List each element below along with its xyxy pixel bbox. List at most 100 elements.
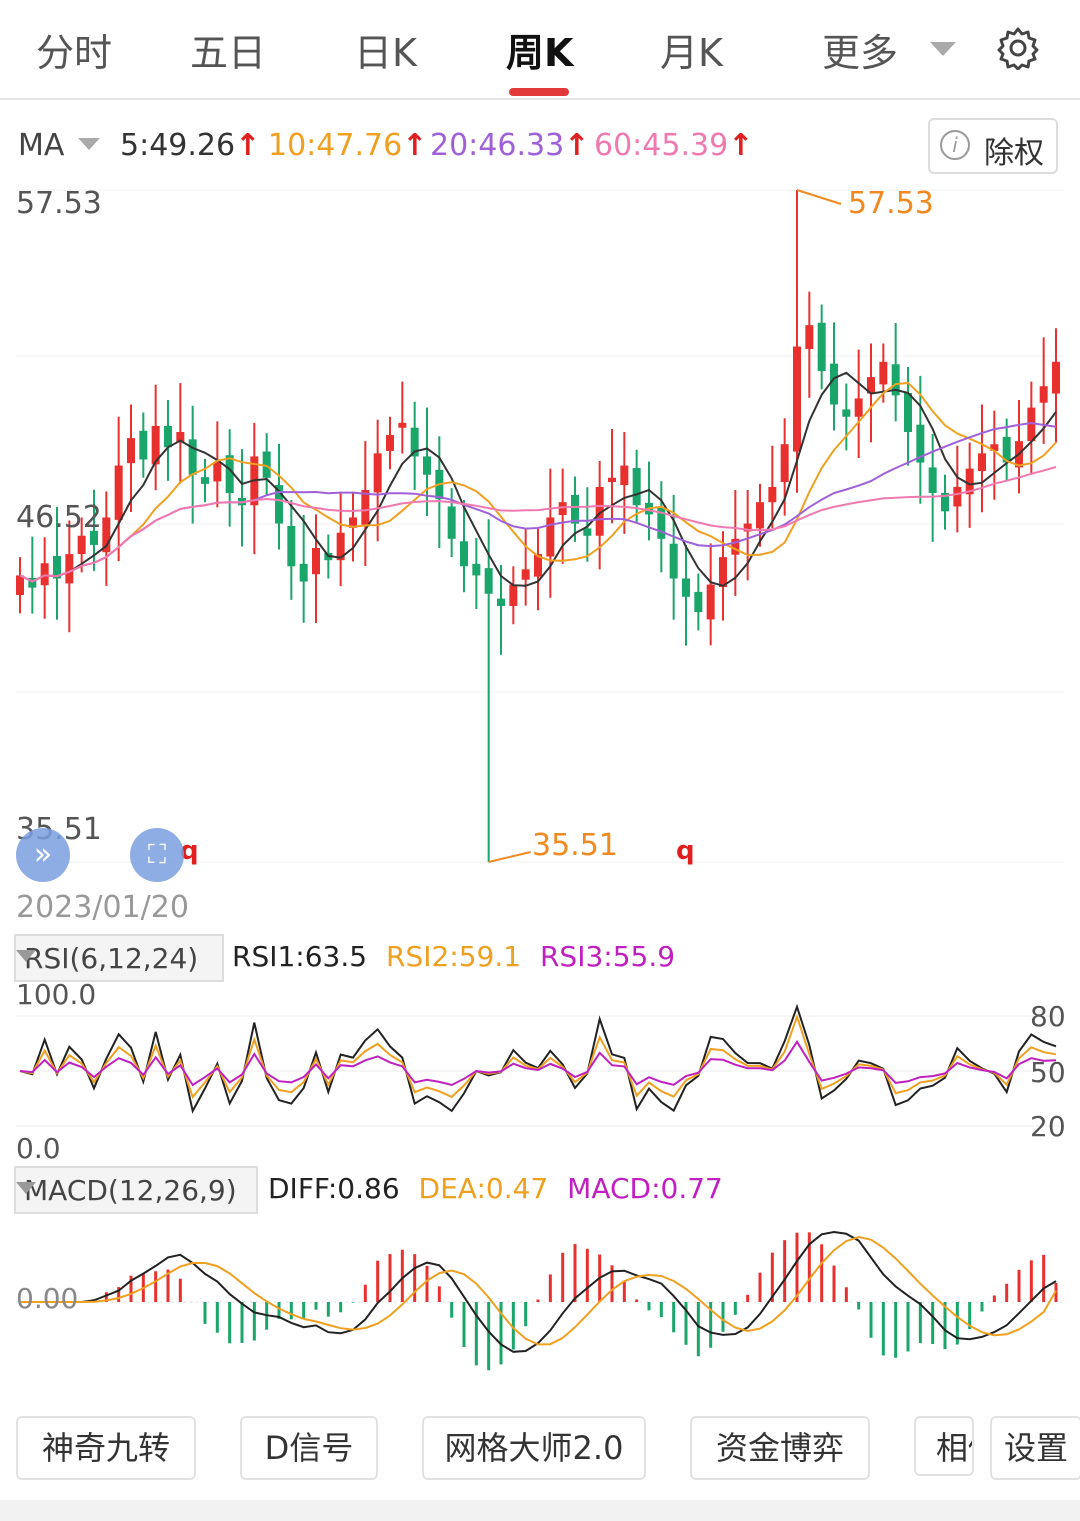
candle xyxy=(28,577,37,588)
magic-nine-button[interactable]: 神奇九转 xyxy=(16,1416,196,1480)
rsi-level-80: 80 xyxy=(1030,1000,1066,1033)
rsi3-value: RSI3:55.9 xyxy=(539,940,676,973)
candle xyxy=(891,364,900,396)
candle xyxy=(941,493,949,512)
tab-weekly-k[interactable]: 周K xyxy=(506,31,574,75)
candle xyxy=(620,465,629,486)
candle xyxy=(90,530,98,545)
candle xyxy=(571,494,579,524)
tab-five-day[interactable]: 五日 xyxy=(190,31,267,75)
candle xyxy=(349,517,357,528)
dea-line xyxy=(20,1235,1057,1346)
candle xyxy=(102,517,111,553)
candle xyxy=(484,568,493,594)
chevron-down-icon xyxy=(16,1182,36,1194)
gear-icon[interactable] xyxy=(996,26,1040,70)
similar-k-button[interactable]: 相似K线 xyxy=(914,1416,974,1476)
candle xyxy=(262,451,271,478)
candle xyxy=(1002,436,1011,463)
macd-zero-label: 0.00 xyxy=(16,1282,79,1315)
expand-sidebar-icon[interactable]: » xyxy=(16,828,70,882)
candle xyxy=(879,361,888,385)
rsi1-value: RSI1:63.5 xyxy=(232,940,368,973)
candle xyxy=(225,455,234,494)
rsi2-line xyxy=(19,1013,1057,1100)
candle xyxy=(978,453,986,472)
up-arrow-icon: ↑ xyxy=(402,128,428,163)
macd-values: DIFF:0.86 DEA:0.47 MACD:0.77 xyxy=(268,1172,733,1205)
candle xyxy=(361,489,370,525)
settings-button[interactable]: 设置 xyxy=(990,1416,1080,1480)
up-arrow-icon: ↑ xyxy=(728,128,754,163)
info-icon: i xyxy=(940,130,970,160)
candle xyxy=(77,535,86,555)
candle xyxy=(447,506,456,539)
candle xyxy=(53,555,61,579)
candle xyxy=(669,543,678,579)
candle xyxy=(583,528,592,536)
ma-dropdown-icon[interactable] xyxy=(78,138,100,152)
candle xyxy=(299,563,308,582)
fullscreen-icon[interactable]: ⛶ xyxy=(130,828,184,882)
candle xyxy=(719,557,727,588)
candle xyxy=(176,432,185,443)
candle xyxy=(830,363,838,405)
candle xyxy=(534,554,542,577)
candle xyxy=(287,526,296,567)
ma10-line xyxy=(19,381,1057,583)
candle xyxy=(1039,386,1048,403)
low-annotation: 35.51 xyxy=(532,828,618,863)
low-leader-line xyxy=(488,851,531,863)
rsi-level-20: 20 xyxy=(1030,1110,1066,1143)
diff-value: DIFF:0.86 xyxy=(268,1172,400,1205)
candle xyxy=(139,430,148,460)
bottom-bar xyxy=(0,1500,1080,1521)
d-signal-button[interactable]: D信号 xyxy=(240,1416,378,1480)
candle xyxy=(756,502,764,529)
tab-intraday[interactable]: 分时 xyxy=(36,31,113,75)
candle xyxy=(928,467,937,494)
ma-label[interactable]: MA xyxy=(18,128,65,163)
high-leader-line xyxy=(796,189,842,205)
ma20-value: 20:46.33↑ xyxy=(430,128,590,163)
candle xyxy=(867,377,875,394)
chevron-down-icon[interactable] xyxy=(930,42,956,58)
candle xyxy=(805,325,814,349)
candle xyxy=(657,507,666,539)
kline-chart[interactable] xyxy=(0,0,1080,1400)
ma60-line xyxy=(19,466,1057,583)
candle xyxy=(965,468,974,495)
tab-more[interactable]: 更多 xyxy=(822,31,899,75)
candle xyxy=(40,563,49,586)
tab-monthly-k[interactable]: 月K xyxy=(660,31,723,75)
candle xyxy=(423,456,431,475)
candle xyxy=(398,422,407,428)
candle xyxy=(373,453,382,493)
period-tab-bar: 分时 五日 日K 周K 月K 更多 xyxy=(0,0,1080,100)
capital-game-button[interactable]: 资金博弈 xyxy=(690,1416,870,1480)
candle xyxy=(16,575,24,595)
candle xyxy=(164,425,172,448)
candle xyxy=(1027,407,1036,442)
macd-value: MACD:0.77 xyxy=(567,1172,723,1205)
active-tab-indicator xyxy=(509,88,569,96)
ex-rights-button[interactable]: i 除权 xyxy=(928,118,1058,174)
signal-marker: q xyxy=(676,836,695,866)
candle xyxy=(65,554,74,584)
candle xyxy=(916,424,925,463)
rsi-selector[interactable]: RSI(6,12,24) xyxy=(14,934,224,982)
ma10-value: 10:47.76↑ xyxy=(268,128,428,163)
candle xyxy=(817,322,826,371)
ma5-line xyxy=(19,371,1057,587)
grid-master-button[interactable]: 网格大师2.0 xyxy=(422,1416,646,1480)
candle xyxy=(460,541,468,567)
candle xyxy=(793,346,801,452)
candle xyxy=(127,438,135,464)
tab-daily-k[interactable]: 日K xyxy=(354,31,417,75)
candle xyxy=(904,392,912,433)
rsi1-line xyxy=(19,1003,1057,1114)
price-axis-mid: 46.52 xyxy=(16,500,102,535)
up-arrow-icon: ↑ xyxy=(235,128,261,163)
candle xyxy=(312,547,320,575)
macd-selector[interactable]: MACD(12,26,9) xyxy=(14,1166,258,1214)
